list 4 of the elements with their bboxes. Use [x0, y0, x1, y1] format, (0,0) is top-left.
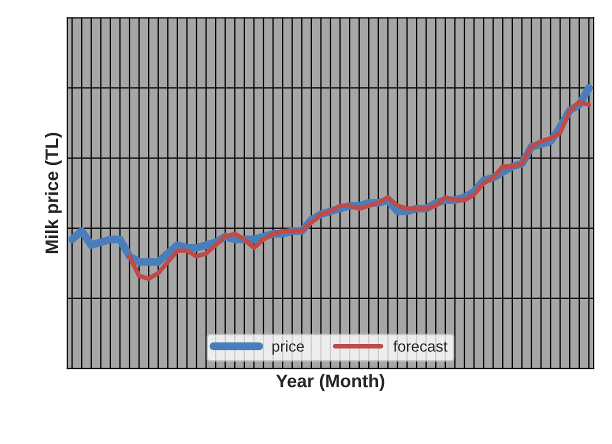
- y-axis-title: Milk price (TL): [44, 132, 62, 254]
- legend-label: forecast: [393, 340, 448, 352]
- legend-label: price: [272, 340, 304, 355]
- x-axis-title: Year (Month): [276, 374, 384, 391]
